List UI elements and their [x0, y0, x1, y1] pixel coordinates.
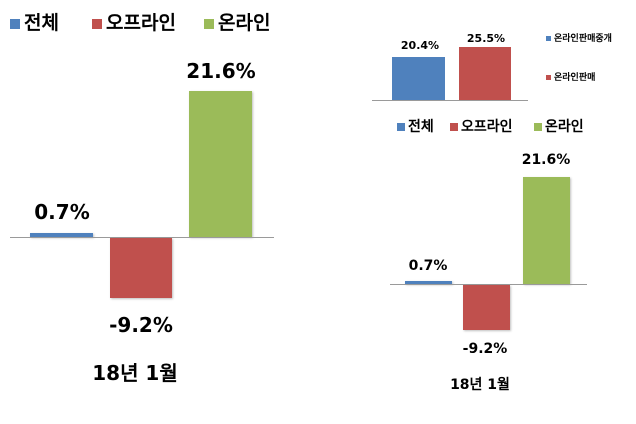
legend-label: 전체 — [408, 119, 434, 135]
value-label-online: 21.6% — [186, 59, 256, 83]
legend-label: 전체 — [24, 12, 59, 34]
legend-swatch-icon — [92, 18, 102, 29]
legend-item-total: 전체 — [10, 8, 59, 35]
legend-swatch-icon — [450, 123, 458, 131]
legend-label: 온라인 — [218, 12, 271, 34]
bar-offline — [463, 285, 510, 330]
zero-axis — [390, 284, 587, 285]
value-label-brokerage: 20.4% — [400, 39, 440, 52]
legend-label: 온라인 — [545, 119, 584, 135]
x-axis-label: 18년 1월 — [92, 361, 178, 385]
legend-item-offline: 오프라인 — [92, 8, 176, 35]
bar-total — [405, 281, 452, 284]
bar-brokerage — [392, 57, 445, 100]
bar-online — [189, 91, 252, 237]
legend-label: 오프라인 — [106, 12, 176, 34]
bar-offline — [110, 238, 172, 298]
x-axis-label: 18년 1월 — [450, 377, 510, 393]
legend-item-total: 전체 — [397, 116, 434, 136]
bar-online — [523, 177, 570, 284]
legend-swatch-icon — [546, 75, 551, 80]
legend-label: 온라인판매중개 — [554, 34, 612, 44]
bar-sales — [459, 47, 511, 100]
legend-swatch-icon — [534, 123, 542, 131]
zero-axis — [10, 237, 274, 238]
legend-item-online: 온라인 — [534, 116, 584, 136]
legend-swatch-icon — [10, 18, 20, 29]
value-label-offline: -9.2% — [462, 341, 508, 357]
legend-swatch-icon — [397, 123, 405, 131]
legend-item-brokerage: 온라인판매중개 — [546, 31, 612, 44]
value-label-offline: -9.2% — [109, 313, 173, 337]
value-label-total: 0.7% — [408, 258, 448, 274]
value-label-total: 0.7% — [34, 200, 90, 224]
legend-swatch-icon — [546, 36, 551, 41]
legend-swatch-icon — [204, 18, 214, 29]
value-label-online: 21.6% — [521, 152, 571, 168]
legend-item-offline: 오프라인 — [450, 116, 513, 136]
legend-label: 오프라인 — [461, 119, 513, 135]
legend-item-sales: 온라인판매 — [546, 70, 595, 83]
bar-total — [30, 233, 93, 237]
legend-label: 온라인판매 — [554, 73, 596, 83]
value-label-sales: 25.5% — [466, 32, 506, 45]
zero-axis — [372, 100, 528, 101]
legend-item-online: 온라인 — [204, 8, 270, 35]
